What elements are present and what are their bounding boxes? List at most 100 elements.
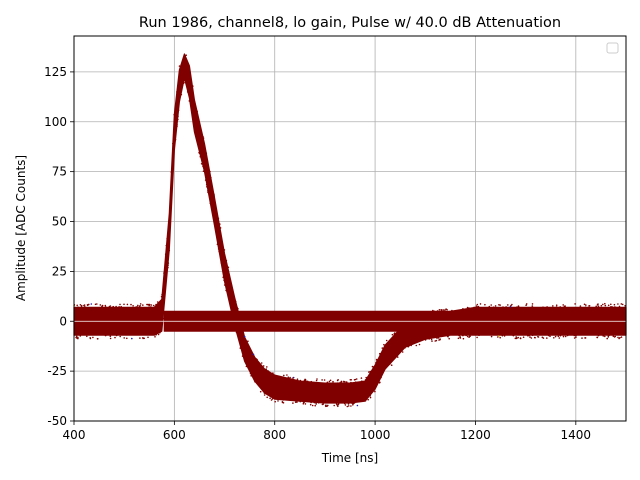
scatter-point bbox=[396, 330, 399, 333]
scatter-point bbox=[517, 305, 520, 308]
scatter-point bbox=[337, 405, 339, 408]
scatter-point bbox=[314, 404, 317, 407]
scatter-point bbox=[167, 266, 169, 269]
scatter-point bbox=[176, 124, 178, 126]
scatter-point bbox=[146, 303, 148, 306]
scatter-point bbox=[219, 223, 221, 225]
scatter-point bbox=[618, 305, 621, 308]
scatter-point bbox=[222, 276, 224, 279]
scatter-point bbox=[442, 309, 445, 311]
scatter-point bbox=[166, 237, 168, 240]
scatter-point bbox=[466, 335, 469, 338]
scatter-point bbox=[574, 303, 576, 305]
scatter-point bbox=[614, 306, 617, 309]
scatter-point bbox=[235, 331, 238, 334]
scatter-point bbox=[281, 401, 284, 403]
scatter-point bbox=[609, 306, 612, 308]
scatter-point bbox=[557, 335, 560, 338]
scatter-point bbox=[440, 309, 443, 311]
scatter-point bbox=[361, 380, 363, 383]
scatter-point bbox=[432, 309, 434, 312]
scatter-point bbox=[198, 152, 201, 154]
scatter-point bbox=[542, 337, 545, 339]
scatter-point bbox=[558, 337, 561, 339]
scatter-point bbox=[84, 306, 86, 308]
scatter-point bbox=[562, 335, 565, 338]
scatter-point bbox=[389, 363, 391, 365]
scatter-point bbox=[368, 371, 370, 373]
scatter-point bbox=[462, 337, 465, 340]
scatter-point bbox=[227, 266, 230, 269]
scatter-point bbox=[406, 319, 408, 321]
y-tick-label: 0 bbox=[59, 314, 67, 328]
scatter-point bbox=[104, 304, 107, 307]
scatter-point bbox=[371, 365, 374, 368]
scatter-point bbox=[579, 305, 582, 307]
scatter-point bbox=[476, 336, 478, 339]
scatter-point bbox=[180, 93, 183, 96]
scatter-point bbox=[89, 337, 92, 340]
scatter-point bbox=[313, 401, 316, 404]
scatter-point bbox=[404, 347, 406, 349]
scatter-point bbox=[271, 372, 274, 375]
scatter-point bbox=[554, 335, 557, 338]
scatter-point bbox=[385, 339, 388, 342]
scatter-point bbox=[369, 395, 372, 397]
scatter-point bbox=[610, 303, 612, 306]
scatter-point bbox=[364, 379, 367, 381]
scatter-point bbox=[476, 303, 479, 306]
scatter-point bbox=[352, 404, 354, 406]
scatter-point bbox=[400, 325, 403, 328]
scatter-point bbox=[498, 335, 500, 338]
scatter-point bbox=[282, 399, 284, 401]
scatter-point bbox=[209, 170, 211, 173]
scatter-point bbox=[315, 402, 317, 404]
scatter-point bbox=[448, 337, 451, 340]
scatter-point bbox=[304, 403, 307, 405]
scatter-point bbox=[164, 253, 167, 255]
scatter-point bbox=[321, 379, 323, 381]
scatter-point bbox=[564, 335, 567, 338]
x-tick-label: 1000 bbox=[360, 428, 391, 442]
scatter-point bbox=[525, 304, 527, 307]
scatter-point bbox=[418, 343, 421, 346]
scatter-point bbox=[533, 336, 536, 339]
scatter-point bbox=[143, 337, 145, 340]
scatter-point bbox=[137, 304, 139, 307]
scatter-point bbox=[364, 400, 367, 402]
scatter-point bbox=[323, 379, 326, 381]
scatter-point bbox=[446, 309, 448, 311]
scatter-point bbox=[156, 301, 159, 303]
y-tick-label: -25 bbox=[47, 364, 67, 378]
scatter-point bbox=[304, 379, 307, 381]
x-tick-label: 1200 bbox=[460, 428, 491, 442]
scatter-point bbox=[600, 304, 603, 307]
scatter-point bbox=[196, 110, 198, 113]
scatter-point bbox=[436, 337, 438, 339]
y-tick-label: -50 bbox=[47, 414, 67, 428]
scatter-point bbox=[402, 322, 404, 325]
scatter-point bbox=[287, 376, 290, 379]
scatter-point bbox=[604, 302, 606, 305]
scatter-point bbox=[410, 344, 413, 347]
scatter-point bbox=[424, 312, 427, 315]
scatter-point bbox=[492, 306, 495, 309]
scatter-point bbox=[573, 334, 576, 337]
scatter-point bbox=[159, 331, 161, 334]
scatter-point bbox=[223, 284, 226, 286]
scatter-point bbox=[92, 336, 94, 339]
scatter-point bbox=[205, 152, 208, 154]
scatter-point bbox=[176, 91, 178, 93]
scatter-point bbox=[612, 335, 615, 338]
scatter-point bbox=[525, 303, 528, 305]
scatter-point bbox=[162, 317, 165, 320]
scatter-point bbox=[155, 333, 157, 336]
scatter-point bbox=[428, 338, 431, 340]
scatter-point bbox=[546, 306, 548, 308]
plot-frame bbox=[73, 35, 627, 422]
scatter-point bbox=[380, 376, 382, 379]
scatter-point bbox=[96, 338, 99, 340]
y-axis-ticks: -50 -25 0 25 50 75 100 125 bbox=[44, 65, 74, 428]
scatter-point bbox=[530, 337, 533, 339]
x-tick-label: 800 bbox=[263, 428, 286, 442]
